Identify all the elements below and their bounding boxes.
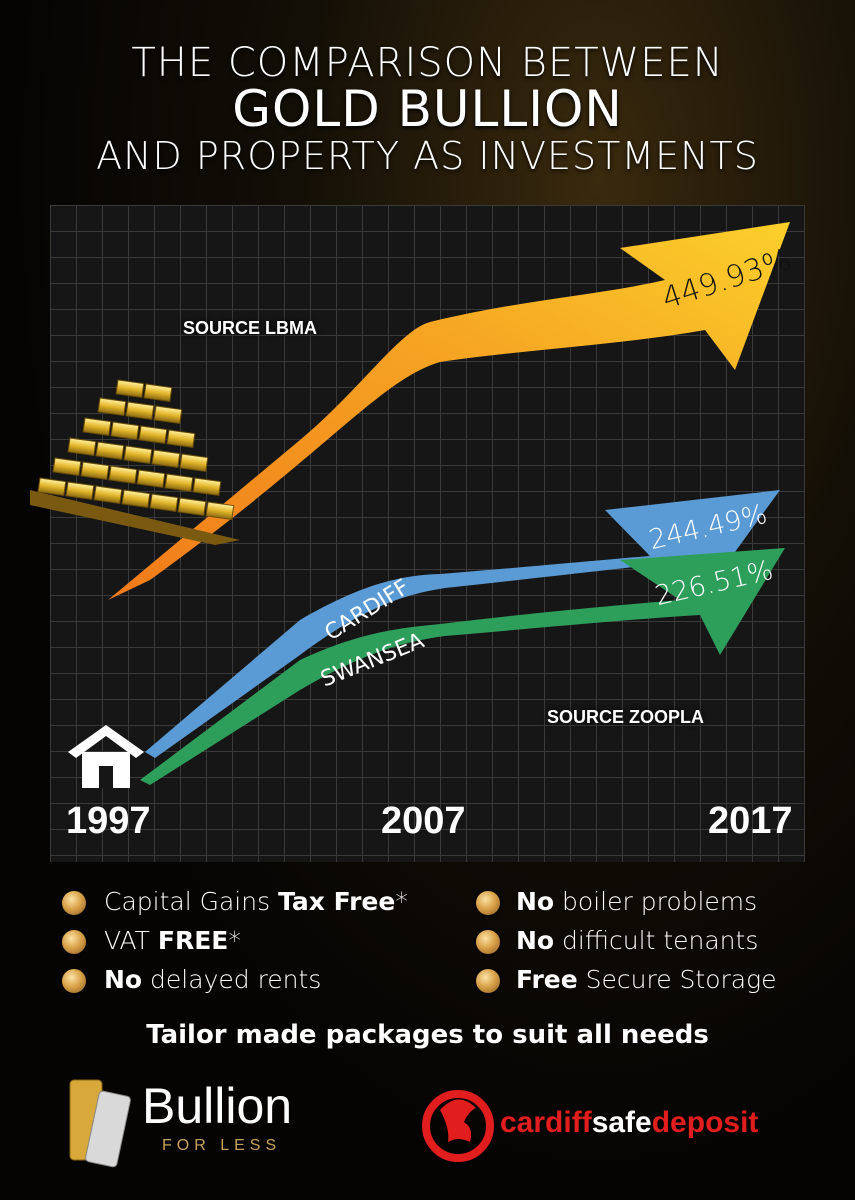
title-line-2: GOLD BULLION (232, 80, 623, 138)
coin-icon (62, 930, 86, 954)
bullion-subtitle: FOR LESS (162, 1137, 282, 1154)
tagline: Tailor made packages to suit all needs (146, 1020, 709, 1050)
coin-icon (62, 969, 86, 993)
feature-left-2: VAT FREE* (104, 926, 241, 955)
source-lbma: SOURCE LBMA (183, 318, 317, 338)
csd-wordmark: cardiffsafedeposit (500, 1106, 759, 1139)
swansea-arrow (140, 548, 785, 785)
bullion-for-less-logo: Bullion FOR LESS (62, 1075, 362, 1170)
coin-icon (476, 969, 500, 993)
title-line-1: THE COMPARISON BETWEEN (131, 40, 724, 86)
year-2007: 2007 (381, 800, 466, 842)
feature-left-3: No delayed rents (104, 965, 322, 994)
gold-bars-icon (30, 379, 240, 545)
feature-right-2: No difficult tenants (516, 926, 759, 955)
feature-left-1: Capital Gains Tax Free* (104, 887, 408, 916)
source-zoopla: SOURCE ZOOPLA (547, 707, 705, 727)
year-2017: 2017 (708, 800, 793, 842)
house-icon (68, 725, 144, 788)
bullion-bars-icon (69, 1079, 131, 1168)
coin-icon (62, 891, 86, 915)
year-1997: 1997 (66, 800, 151, 842)
feature-right-3: Free Secure Storage (516, 965, 777, 994)
feature-right-1: No boiler problems (516, 887, 758, 916)
cardiff-safe-deposit-logo: cardiffsafedeposit (420, 1080, 800, 1170)
coin-icon (476, 891, 500, 915)
gold-arrow (108, 222, 790, 600)
bullion-wordmark: Bullion (142, 1078, 293, 1134)
dragon-icon (422, 1090, 494, 1162)
cardiff-arrow (145, 490, 780, 758)
title-line-3: AND PROPERTY AS INVESTMENTS (96, 134, 759, 178)
coin-icon (476, 930, 500, 954)
